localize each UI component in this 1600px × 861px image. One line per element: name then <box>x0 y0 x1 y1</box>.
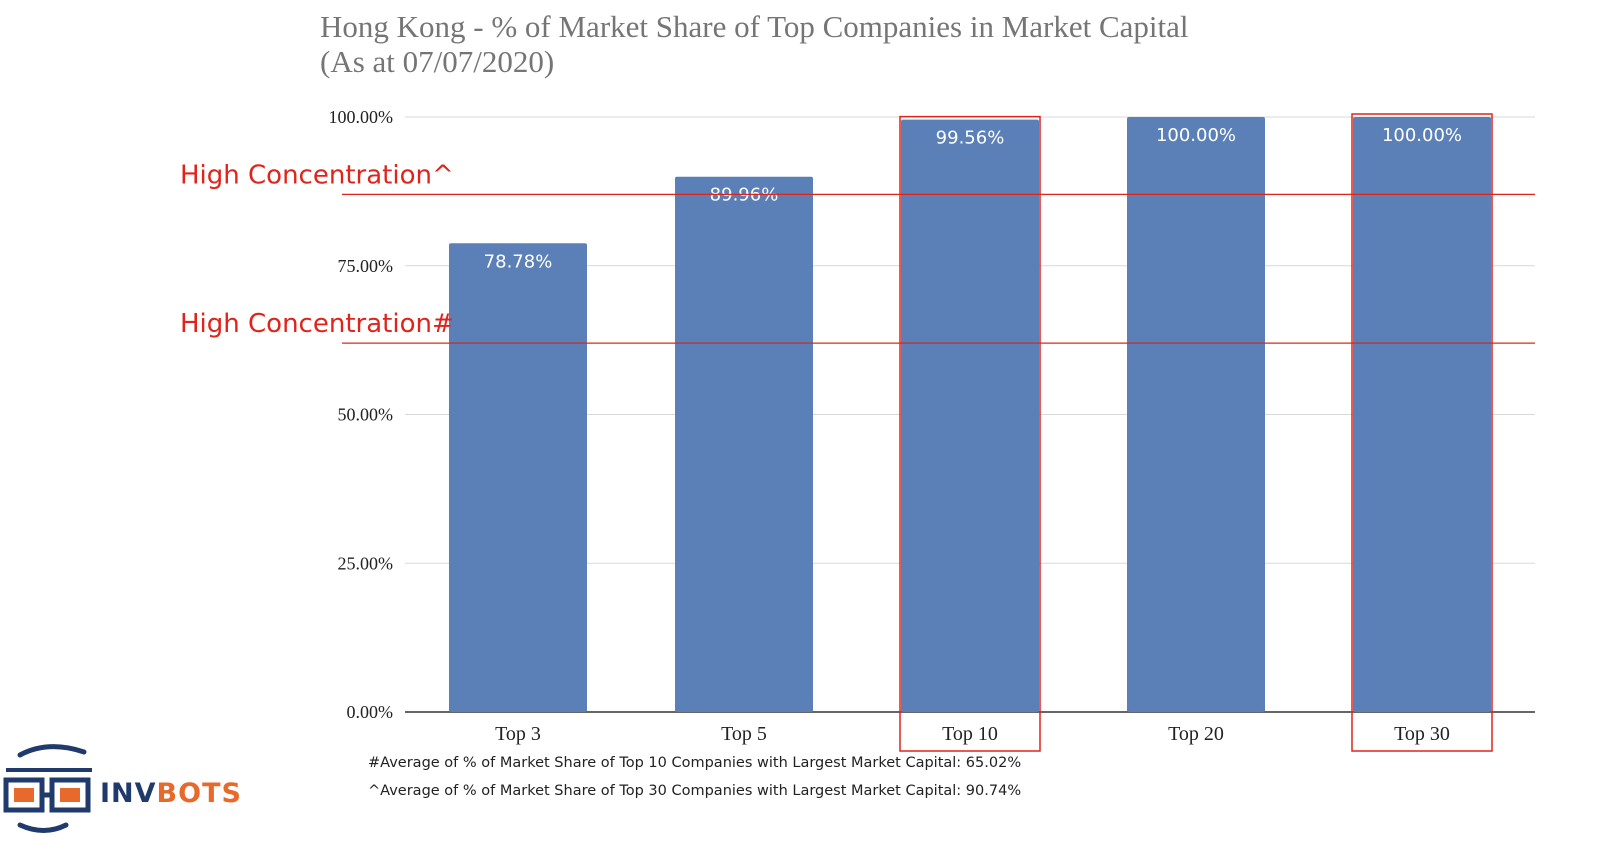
highlight-box-top-10 <box>899 115 1041 752</box>
data-label-top-20: 100.00% <box>1156 125 1236 146</box>
x-tick-label-top-30: Top 30 <box>1394 723 1450 745</box>
chart-title-line2: (As at 07/07/2020) <box>320 44 554 79</box>
bars <box>449 117 1491 713</box>
data-label-top-3: 78.78% <box>484 251 553 272</box>
invbots-logo: INVBOTS <box>3 744 242 833</box>
x-axis-ticks: Top 3 Top 5 Top 10 Top 20 Top 30 <box>495 723 1450 745</box>
bar-top-20 <box>1127 117 1265 712</box>
logo-icon <box>3 744 92 833</box>
reference-label-2: High Concentration# <box>180 309 454 339</box>
bar-top-30 <box>1353 117 1491 712</box>
y-tick-label: 0.00% <box>347 702 394 722</box>
data-labels: 78.78% 89.96% 99.56% 100.00% 100.00% <box>484 125 1462 272</box>
data-label-top-5: 89.96% <box>710 185 779 206</box>
y-tick-label: 25.00% <box>338 553 394 573</box>
x-tick-label-top-10: Top 10 <box>942 723 998 745</box>
bar-top-3 <box>449 243 587 712</box>
data-label-top-30: 100.00% <box>1382 125 1462 146</box>
footnote-top30: ^Average of % of Market Share of Top 30 … <box>368 783 1021 799</box>
y-tick-label: 75.00% <box>338 256 394 276</box>
y-tick-label: 100.00% <box>329 107 394 127</box>
highlight-box-top-30 <box>1351 113 1493 752</box>
x-tick-label-top-5: Top 5 <box>721 723 767 745</box>
x-tick-label-top-3: Top 3 <box>495 723 541 745</box>
reference-lines: High Concentration^ High Concentration# <box>180 160 1535 344</box>
logo-text-inv: INV <box>100 778 157 809</box>
bar-top-5 <box>675 176 813 712</box>
footnote-top10: #Average of % of Market Share of Top 10 … <box>368 755 1021 771</box>
x-tick-label-top-20: Top 20 <box>1168 723 1224 745</box>
reference-label-1: High Concentration^ <box>180 160 454 190</box>
bar-top-10 <box>901 119 1039 713</box>
logo-wordmark: INVBOTS <box>100 778 242 809</box>
logo-text-bots: BOTS <box>157 778 242 809</box>
chart-title-line1: Hong Kong - % of Market Share of Top Com… <box>320 9 1189 44</box>
y-tick-label: 50.00% <box>338 405 394 425</box>
data-label-top-10: 99.56% <box>936 128 1005 149</box>
highlight-boxes <box>899 113 1493 752</box>
y-axis-ticks: 0.00% 25.00% 50.00% 75.00% 100.00% <box>329 107 394 722</box>
